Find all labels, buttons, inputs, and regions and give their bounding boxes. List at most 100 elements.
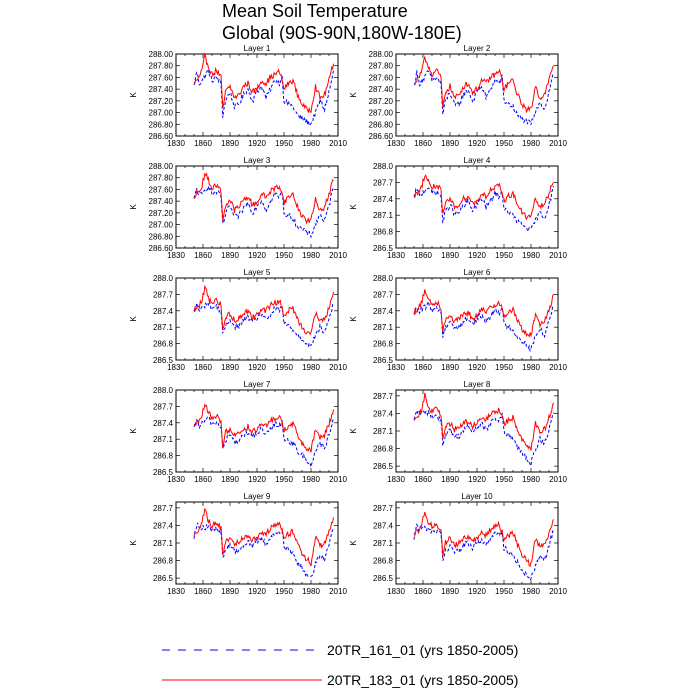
panel-layer-2: Layer 2 1830 1860 1890 1920 1950 1980 2010 286.6… xyxy=(349,44,567,148)
x-tick-label: 1890 xyxy=(441,475,459,484)
series-20TR_183_01-line xyxy=(193,172,334,225)
x-tick-label: 1860 xyxy=(414,587,432,596)
x-tick-label: 1980 xyxy=(302,475,320,484)
x-tick-label: 1860 xyxy=(414,139,432,148)
x-tick-label: 1920 xyxy=(468,251,486,260)
y-tick-label: 286.60 xyxy=(149,244,174,253)
y-tick-label: 287.00 xyxy=(149,109,174,118)
y-tick-label: 286.80 xyxy=(369,120,394,129)
x-tick-label: 2010 xyxy=(549,363,567,372)
panel-title: Layer 2 xyxy=(464,44,491,53)
x-tick-label: 2010 xyxy=(329,587,347,596)
y-axis-label: K xyxy=(129,204,138,210)
y-tick-label: 287.1 xyxy=(373,539,394,548)
x-tick-label: 1950 xyxy=(275,251,293,260)
x-tick-label: 1890 xyxy=(441,139,459,148)
x-tick-label: 1860 xyxy=(194,251,212,260)
x-tick-label: 1920 xyxy=(468,475,486,484)
y-tick-label: 286.5 xyxy=(373,462,394,471)
y-tick-label: 286.5 xyxy=(373,356,394,365)
panel-layer-7: Layer 7 1830 1860 1890 1920 1950 1980 2010 286.5… xyxy=(129,380,347,484)
y-tick-label: 287.1 xyxy=(373,427,394,436)
y-tick-label: 286.5 xyxy=(153,468,174,477)
panel-layer-10: Layer 10 1830 1860 1890 1920 1950 1980 2010 286.… xyxy=(349,492,567,596)
series-20TR_161_01-line xyxy=(413,186,554,233)
panel-title: Layer 3 xyxy=(244,156,271,165)
x-tick-label: 1920 xyxy=(248,475,266,484)
x-tick-label: 1830 xyxy=(167,139,185,148)
panel-layer-1: Layer 1 1830 1860 1890 1920 1950 1980 2010 286.6… xyxy=(129,44,347,148)
x-tick-label: 1920 xyxy=(468,139,486,148)
y-tick-label: 287.4 xyxy=(373,307,394,316)
y-tick-label: 287.00 xyxy=(369,109,394,118)
series-20TR_161_01-line xyxy=(193,522,334,578)
x-tick-label: 1860 xyxy=(414,363,432,372)
y-tick-label: 287.20 xyxy=(149,97,174,106)
y-tick-label: 288.0 xyxy=(153,386,174,395)
y-axis-label: K xyxy=(349,204,358,210)
x-tick-label: 2010 xyxy=(549,475,567,484)
y-tick-label: 286.5 xyxy=(153,574,174,583)
x-tick-label: 1830 xyxy=(167,363,185,372)
y-tick-label: 287.60 xyxy=(369,73,394,82)
series-20TR_161_01-line xyxy=(413,523,554,581)
x-tick-label: 1920 xyxy=(248,251,266,260)
y-tick-label: 286.8 xyxy=(373,557,394,566)
series-20TR_161_01-line xyxy=(193,67,334,127)
x-tick-label: 1950 xyxy=(275,363,293,372)
x-tick-label: 1860 xyxy=(194,475,212,484)
x-tick-label: 1980 xyxy=(302,587,320,596)
panel-layer-3: Layer 3 1830 1860 1890 1920 1950 1980 2010 286.6… xyxy=(129,156,347,260)
y-axis-label: K xyxy=(129,540,138,546)
x-tick-label: 1830 xyxy=(387,363,405,372)
y-axis-label: K xyxy=(129,428,138,434)
series-20TR_183_01-line xyxy=(193,284,334,336)
x-tick-label: 1860 xyxy=(414,251,432,260)
x-tick-label: 1860 xyxy=(194,363,212,372)
y-tick-label: 288.00 xyxy=(369,50,394,59)
y-tick-label: 287.1 xyxy=(373,323,394,332)
series-20TR_161_01-line xyxy=(413,409,554,468)
panel-title: Layer 10 xyxy=(461,492,493,501)
panel-layer-4: Layer 4 1830 1860 1890 1920 1950 1980 2010 286.5… xyxy=(349,156,567,260)
y-tick-label: 287.60 xyxy=(149,185,174,194)
series-20TR_183_01-line xyxy=(193,52,334,114)
y-tick-label: 288.0 xyxy=(153,274,174,283)
x-tick-label: 1890 xyxy=(441,363,459,372)
x-tick-label: 1920 xyxy=(248,363,266,372)
y-axis-label: K xyxy=(349,92,358,98)
panel-title: Layer 1 xyxy=(244,44,271,53)
x-tick-label: 1830 xyxy=(387,475,405,484)
y-tick-label: 287.4 xyxy=(373,521,394,530)
x-tick-label: 1890 xyxy=(221,587,239,596)
legend: 20TR_161_01 (yrs 1850-2005) 20TR_183_01 … xyxy=(162,642,518,688)
x-tick-label: 1980 xyxy=(522,139,540,148)
y-axis-label: K xyxy=(129,316,138,322)
panel-title: Layer 5 xyxy=(244,268,271,277)
y-tick-label: 287.1 xyxy=(153,539,174,548)
x-tick-label: 2010 xyxy=(549,251,567,260)
panel-layer-5: Layer 5 1830 1860 1890 1920 1950 1980 2010 286.5… xyxy=(129,268,347,372)
x-tick-label: 1920 xyxy=(248,587,266,596)
y-tick-label: 287.80 xyxy=(369,62,394,71)
x-tick-label: 1980 xyxy=(302,363,320,372)
series-20TR_183_01-line xyxy=(413,174,554,221)
y-tick-label: 287.7 xyxy=(373,392,394,401)
x-tick-label: 1890 xyxy=(221,363,239,372)
x-tick-label: 1860 xyxy=(194,139,212,148)
panel-grid: Layer 1 1830 1860 1890 1920 1950 1980 2010 286.6… xyxy=(129,44,567,596)
y-tick-label: 288.00 xyxy=(149,50,174,59)
x-tick-label: 2010 xyxy=(329,363,347,372)
series-20TR_183_01-line xyxy=(193,403,334,453)
x-tick-label: 1950 xyxy=(275,587,293,596)
y-tick-label: 286.80 xyxy=(149,232,174,241)
panel-title: Layer 4 xyxy=(464,156,491,165)
y-tick-label: 287.20 xyxy=(369,97,394,106)
series-20TR_183_01-line xyxy=(193,507,334,567)
y-tick-label: 286.8 xyxy=(373,228,394,237)
x-tick-label: 2010 xyxy=(549,139,567,148)
legend-label-series-2: 20TR_183_01 (yrs 1850-2005) xyxy=(327,672,518,688)
x-tick-label: 1980 xyxy=(522,363,540,372)
y-tick-label: 287.80 xyxy=(149,62,174,71)
y-tick-label: 287.7 xyxy=(153,402,174,411)
